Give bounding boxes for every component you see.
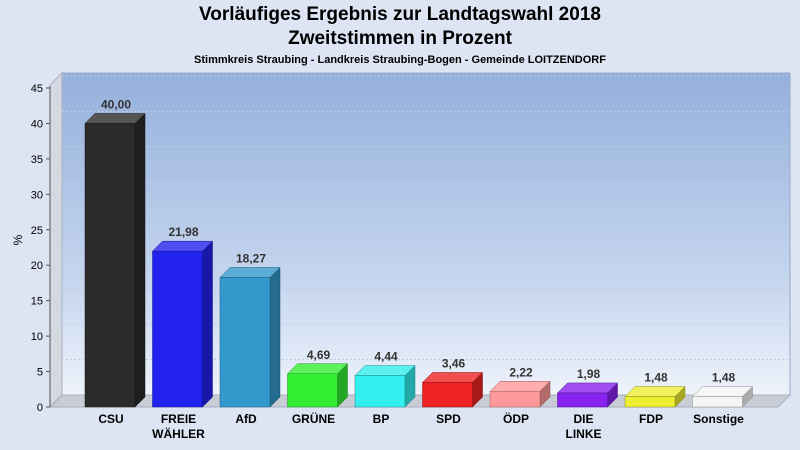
bar-top bbox=[354, 365, 416, 376]
bar-front bbox=[354, 375, 406, 408]
chart-title-line2: Zweitstimmen in Prozent bbox=[288, 28, 512, 49]
bar-front bbox=[489, 391, 541, 408]
bar-top bbox=[691, 386, 754, 397]
data-label: 3,46 bbox=[442, 356, 466, 370]
data-label: 2,22 bbox=[509, 365, 533, 379]
x-tick-label: CSU bbox=[98, 412, 123, 426]
data-label: 18,27 bbox=[236, 251, 266, 265]
bar-front bbox=[152, 250, 203, 408]
bar-side bbox=[269, 266, 281, 408]
y-tick-label: 10 bbox=[31, 331, 43, 343]
x-tick-label: ÖDP bbox=[503, 411, 529, 426]
x-tick-label: FREIE WÄHLER bbox=[152, 412, 205, 441]
y-axis-label: % bbox=[11, 234, 25, 245]
chart-subtitle: Stimmkreis Straubing - Landkreis Straubi… bbox=[194, 54, 606, 66]
bar-front bbox=[219, 277, 271, 408]
bar-die-linke bbox=[556, 382, 619, 408]
bar-front bbox=[557, 392, 608, 408]
bar-front bbox=[287, 373, 338, 408]
bar-side bbox=[134, 112, 146, 408]
bar-top bbox=[489, 381, 551, 392]
bar-freie-wähler bbox=[151, 240, 214, 408]
y-tick-label: 15 bbox=[31, 296, 43, 308]
y-tick-label: 45 bbox=[31, 83, 43, 95]
data-label: 4,69 bbox=[307, 348, 331, 362]
bar-top bbox=[556, 382, 619, 394]
bar-bp bbox=[354, 364, 416, 408]
bars bbox=[84, 112, 754, 408]
bar-top bbox=[84, 113, 146, 124]
data-label: 1,48 bbox=[644, 371, 668, 385]
y-tick-label: 0 bbox=[37, 402, 43, 414]
y-axis: 0 5 10 15 20 25 30 35 40 45% bbox=[11, 83, 51, 414]
data-label: 40,00 bbox=[101, 97, 131, 111]
labels: 40,00 CSU 21,98 FREIE WÄHLER 18,27 AfD 4,69 GRÜN… bbox=[98, 97, 744, 441]
data-label: 21,98 bbox=[168, 225, 198, 239]
y-tick-label: 30 bbox=[31, 189, 43, 201]
bar-front bbox=[624, 396, 676, 408]
x-tick-label: AfD bbox=[235, 412, 257, 426]
x-tick-label: BP bbox=[373, 412, 390, 426]
bar-ödp bbox=[489, 380, 551, 408]
bar-top bbox=[421, 372, 484, 383]
y-tick-label: 5 bbox=[37, 367, 43, 379]
x-tick-label: FDP bbox=[639, 412, 663, 426]
bar-afd bbox=[219, 266, 281, 408]
y-tick-label: 25 bbox=[31, 225, 43, 237]
x-tick-label: Sonstige bbox=[693, 412, 744, 426]
bar-top bbox=[286, 363, 349, 375]
bar-spd bbox=[421, 371, 484, 408]
y-tick-label: 40 bbox=[31, 118, 43, 130]
y-tick-label: 35 bbox=[31, 154, 43, 166]
chart-title: Vorläufiges Ergebnis zur Landtagswahl 20… bbox=[199, 4, 601, 25]
y-tick-label: 20 bbox=[31, 260, 43, 272]
bar-side bbox=[202, 240, 213, 408]
bar-csu bbox=[84, 112, 146, 408]
data-label: 1,48 bbox=[712, 371, 736, 385]
data-label: 1,98 bbox=[577, 367, 601, 381]
bar-top bbox=[151, 240, 214, 252]
plot-side-wall bbox=[49, 71, 63, 409]
bar-front bbox=[422, 382, 473, 408]
x-tick-label: SPD bbox=[436, 412, 461, 426]
bar-front bbox=[692, 396, 743, 408]
x-tick-label: GRÜNE bbox=[292, 411, 335, 426]
bar-front bbox=[84, 123, 136, 408]
x-tick-label: DIE LINKE bbox=[566, 412, 602, 441]
bar-fdp bbox=[624, 385, 686, 408]
bar-top bbox=[219, 267, 281, 278]
bar-sonstige bbox=[691, 385, 754, 408]
bar-top bbox=[624, 386, 686, 397]
data-label: 4,44 bbox=[374, 350, 398, 364]
bar-grüne bbox=[286, 363, 349, 408]
